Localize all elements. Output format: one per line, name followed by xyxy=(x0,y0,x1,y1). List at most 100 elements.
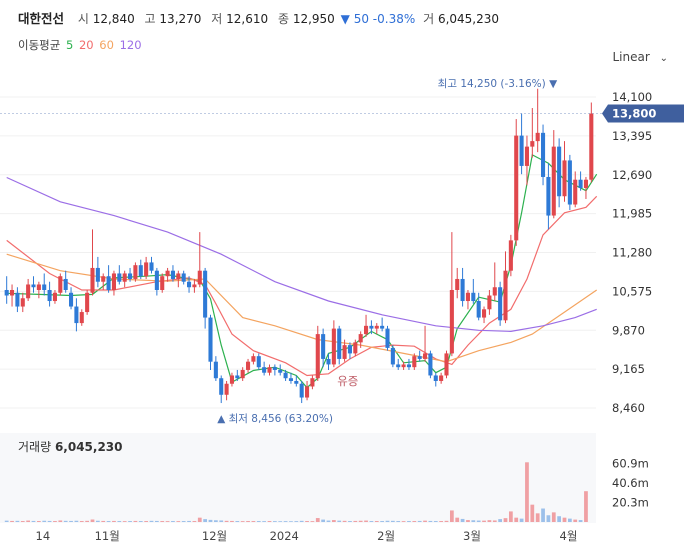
x-tick-label: 14 xyxy=(36,529,51,543)
y-tick-label: 9,165 xyxy=(612,362,645,376)
volume-bar xyxy=(197,517,202,522)
volume-bar xyxy=(235,521,240,522)
volume-bar xyxy=(256,521,261,522)
candle xyxy=(449,232,454,357)
candle xyxy=(562,141,567,202)
volume-bar xyxy=(348,521,352,522)
candle-body xyxy=(272,367,277,370)
volume-bar xyxy=(546,515,551,522)
volume-bar xyxy=(364,520,368,522)
candle xyxy=(251,353,256,365)
candle-body xyxy=(321,334,326,359)
candle xyxy=(390,345,395,368)
candle-body xyxy=(101,276,106,282)
candle-body xyxy=(396,364,401,368)
candle-body xyxy=(428,353,433,376)
candle xyxy=(315,325,320,381)
candle xyxy=(262,361,267,376)
candle xyxy=(111,270,116,296)
ma-line-5 xyxy=(6,153,598,389)
x-tick-label: 2024 xyxy=(270,529,299,543)
candle xyxy=(213,356,218,381)
min-price-annotation: ▲ 최저 8,456 (63.20%) xyxy=(217,413,333,425)
ma-20: 20 xyxy=(78,38,94,52)
candle xyxy=(364,314,369,337)
candle-body xyxy=(256,356,261,368)
candle-body xyxy=(514,135,519,241)
candle xyxy=(85,289,90,315)
candle-body xyxy=(455,278,460,290)
candle-body xyxy=(460,278,465,302)
volume-bar xyxy=(573,519,578,522)
candle xyxy=(197,232,202,288)
candle-body xyxy=(47,289,52,302)
volume-bar xyxy=(401,521,406,522)
volume-bar xyxy=(535,513,540,522)
volume-bar xyxy=(69,520,73,522)
candle-body xyxy=(251,356,256,362)
price-change: ▼ 50 -0.38% xyxy=(340,12,416,26)
volume-tick-label: 40.6m xyxy=(612,476,649,490)
candle xyxy=(101,273,106,290)
candle-body xyxy=(224,383,229,395)
candle-body xyxy=(240,369,245,379)
candle-body xyxy=(15,292,20,307)
candle-body xyxy=(423,353,428,359)
candle xyxy=(170,265,175,282)
chevron-down-icon: ⌄ xyxy=(659,53,668,64)
y-tick-label: 13,395 xyxy=(612,129,652,143)
volume-bar xyxy=(396,521,401,522)
volume-bar xyxy=(433,521,438,522)
volume-bar xyxy=(466,520,470,522)
high-value: 13,270 xyxy=(159,12,202,26)
candle xyxy=(541,124,546,186)
volume-bar xyxy=(42,520,47,522)
volume-bar xyxy=(439,521,444,522)
candle-body xyxy=(10,289,15,296)
candle-body xyxy=(4,289,9,296)
candle-body xyxy=(208,317,213,362)
candle xyxy=(267,364,272,376)
candle xyxy=(95,256,100,288)
candle-body xyxy=(439,375,444,381)
max-price-annotation: 최고 14,250 (-3.16%) ▼ xyxy=(438,78,558,90)
moving-average-lines xyxy=(6,153,598,389)
volume-bar xyxy=(358,520,363,522)
candle-body xyxy=(406,364,411,368)
volume-bar xyxy=(74,520,79,522)
volume-bar xyxy=(498,519,503,522)
volume-bar xyxy=(519,518,524,522)
candle-body xyxy=(492,287,497,296)
candle-body xyxy=(95,267,100,282)
candle xyxy=(439,372,444,384)
candle-body xyxy=(524,146,529,166)
volume-bar xyxy=(455,517,460,522)
candle-body xyxy=(417,356,422,359)
candle xyxy=(535,88,540,153)
volume-bar xyxy=(423,520,427,522)
annotations: 최고 14,250 (-3.16%) ▼ ▲ 최저 8,456 (63.20%) 유… xyxy=(217,78,558,425)
candle xyxy=(208,314,213,370)
ma-legend-label: 이동평균 xyxy=(18,38,61,52)
candlesticks xyxy=(4,88,594,404)
candle xyxy=(342,339,347,362)
candle-body xyxy=(31,284,36,288)
candle-body xyxy=(465,292,470,302)
volume-bar xyxy=(315,518,320,522)
volume-bar xyxy=(374,521,379,522)
candle xyxy=(305,380,310,401)
volume-bar xyxy=(385,520,390,522)
scale-selector[interactable]: Linear ⌄ xyxy=(612,50,668,64)
candle-body xyxy=(482,309,487,318)
volume-bar xyxy=(278,521,283,522)
candle xyxy=(374,323,379,335)
candle xyxy=(36,281,41,299)
price-axis: 14,100 13,395 12,690 11,985 11,280 10,575 9,87… xyxy=(0,90,684,415)
volume-bar xyxy=(144,521,149,522)
volume-bar xyxy=(310,521,315,522)
candle xyxy=(321,328,326,368)
candle-body xyxy=(203,270,208,318)
candle-body xyxy=(315,334,320,379)
volume-bar xyxy=(342,520,347,522)
